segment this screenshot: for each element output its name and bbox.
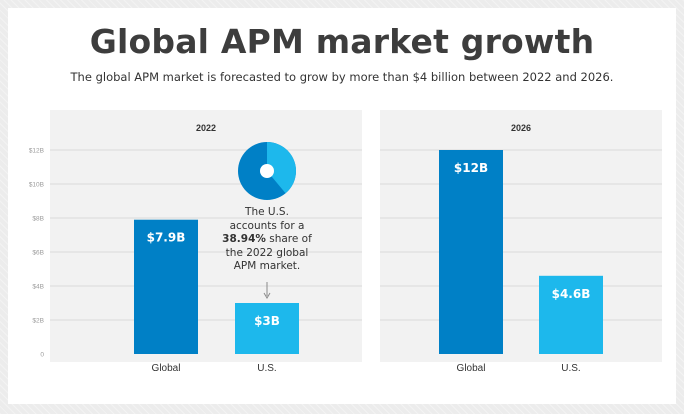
y-tick-label: $8B: [32, 216, 44, 223]
chart-title-2022: 2022: [196, 123, 216, 133]
bar-2026-us: [539, 275, 603, 354]
bar-2022-global: [134, 219, 198, 354]
bar-value-label: $4.6B: [552, 287, 591, 301]
x-tick-label: U.S.: [561, 363, 580, 374]
us-share-callout: The U.S. accounts for a 38.94% share of …: [220, 206, 314, 274]
x-tick-label: U.S.: [257, 363, 276, 374]
bar-value-label: $7.9B: [147, 231, 186, 245]
page-subtitle: The global APM market is forecasted to g…: [70, 70, 614, 84]
y-tick-label: $4B: [32, 284, 44, 291]
chart-panel-2022: [50, 110, 362, 362]
share-pie-us-slice: [267, 142, 296, 194]
callout-text-post: share of the 2022 global APM market.: [225, 233, 312, 272]
callout-text-pre: The U.S. accounts for a: [229, 206, 305, 232]
bar-value-label: $12B: [454, 161, 488, 175]
callout-share-value: 38.94%: [222, 233, 266, 245]
chart-panel-2026: [380, 110, 662, 362]
y-tick-label: $12B: [29, 148, 44, 155]
y-tick-label: 0: [40, 352, 44, 359]
x-tick-label: Global: [152, 363, 181, 374]
chart-title-2026: 2026: [511, 123, 531, 133]
callout-arrow-head: [263, 292, 271, 299]
bar-2022-us: [235, 303, 299, 354]
y-tick-label: $6B: [32, 250, 44, 257]
share-pie-hole: [260, 164, 274, 178]
page-title: Global APM market growth: [89, 22, 595, 61]
bar-2026-global: [439, 150, 503, 354]
x-tick-label: Global: [457, 363, 486, 374]
y-tick-label: $2B: [32, 318, 44, 325]
y-tick-label: $10B: [29, 182, 44, 189]
bar-value-label: $3B: [254, 314, 280, 328]
